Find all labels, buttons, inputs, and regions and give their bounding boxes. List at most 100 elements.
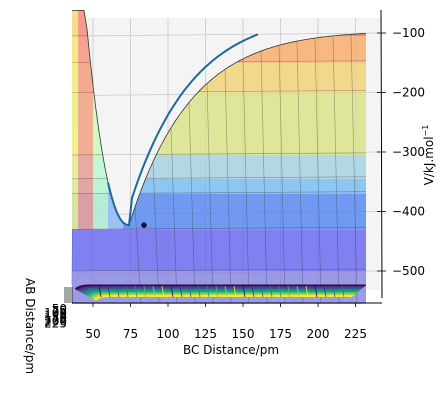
- wireframe-line: [278, 45, 286, 304]
- contour-tick: [197, 285, 201, 298]
- x-tick-label: 50: [85, 327, 100, 341]
- z-tick-label: −400: [392, 205, 425, 219]
- wireframe-line: [152, 161, 160, 304]
- x-tick-label: 175: [269, 327, 292, 341]
- contour-tick: [152, 285, 156, 298]
- contour-line: [90, 293, 356, 299]
- y-tick-label: 225: [44, 317, 67, 331]
- contour-tick: [251, 285, 255, 298]
- contour-tick: [341, 285, 345, 298]
- contour-tick: [206, 285, 210, 298]
- contour-tick: [98, 285, 102, 298]
- x-tick-label: 225: [344, 327, 367, 341]
- contour-tick: [107, 285, 111, 298]
- x-axis-ticks: 50 75 100 125 150 175 200 225: [85, 303, 367, 341]
- contour-line: [78, 286, 364, 292]
- contour-line: [89, 292, 357, 298]
- z-axis-line: [380, 9, 383, 299]
- grid-line-z: [74, 32, 381, 37]
- wireframe-line: [332, 35, 340, 304]
- level-boundary-line: [72, 268, 366, 272]
- y-tick-label: 50: [52, 302, 67, 316]
- x-tick-label: 150: [232, 327, 255, 341]
- contour-line: [74, 284, 366, 290]
- contour-tick: [323, 285, 327, 298]
- surface-wall-band: [72, 10, 78, 230]
- surface-band: [72, 229, 366, 271]
- contour-line: [84, 290, 360, 295]
- contour-line: [80, 287, 363, 293]
- contour-line: [86, 291, 359, 296]
- y-tick-label: 100: [44, 306, 67, 320]
- contour-line: [79, 287, 363, 292]
- contour-line: [88, 292, 357, 297]
- contour-tick: [242, 285, 246, 298]
- wireframe-line: [350, 34, 358, 304]
- contour-tick: [125, 285, 129, 298]
- x-tick-label: 125: [194, 327, 217, 341]
- y-tick-label: 150: [44, 310, 67, 324]
- contour-line: [77, 286, 365, 291]
- contour-tick: [269, 285, 273, 298]
- level-boundary-line: [72, 7, 366, 9]
- reaction-valley-curve: [107, 33, 259, 227]
- contour-line: [76, 285, 365, 291]
- level-boundary-line: [72, 227, 366, 230]
- minimum-energy-point: [141, 222, 147, 228]
- z-tick-label: −200: [392, 86, 425, 100]
- contour-tick: [314, 285, 318, 298]
- z-axis-label: V/kJ.mol−1: [421, 125, 436, 186]
- contour-line: [92, 294, 354, 300]
- contour-tick: [188, 285, 192, 298]
- contour-tick: [260, 285, 264, 298]
- wireframe-line: [314, 38, 322, 304]
- contour-tick: [224, 285, 228, 298]
- contour-tick: [170, 285, 174, 298]
- wireframe-line: [170, 127, 178, 304]
- contour-line: [89, 293, 356, 298]
- contour-line: [82, 289, 361, 294]
- y-tick-label: 200: [44, 315, 67, 329]
- floor-contour-lines: [74, 284, 366, 301]
- surface-band: [72, 178, 366, 194]
- contour-tick: [287, 285, 291, 298]
- x-tick-label: 200: [307, 327, 330, 341]
- y-tick-label: 175: [44, 313, 67, 327]
- contour-tick: [116, 285, 120, 298]
- x-tick-label: 75: [123, 327, 138, 341]
- wireframe-line: [206, 83, 214, 304]
- z-axis-label-text: V/kJ.mol: [422, 136, 436, 185]
- wireframe-line: [242, 58, 250, 304]
- z-axis: −100 −200 −300 −400 −500 V/kJ.mol−1: [377, 9, 436, 299]
- surface-wall-band: [78, 10, 93, 230]
- wireframe-line: [296, 41, 304, 304]
- contour-line: [83, 289, 360, 295]
- contour-tick: [233, 285, 237, 298]
- contour-line: [87, 291, 358, 297]
- contour-tick: [143, 285, 147, 298]
- y-tick-label: 75: [52, 304, 67, 318]
- contour-line: [91, 294, 355, 299]
- contour-tick: [332, 285, 336, 298]
- wireframe-line: [188, 102, 196, 304]
- contour-tick: [215, 285, 219, 298]
- contour-tick: [278, 285, 282, 298]
- contour-tick: [179, 285, 183, 298]
- contour-line: [93, 295, 354, 300]
- z-tick-label: −300: [392, 145, 425, 159]
- z-tick-label: −500: [392, 264, 425, 278]
- y-tick-label: 125: [44, 308, 67, 322]
- x-axis: 50 75 100 125 150 175 200 225 BC Distance/pm: [72, 302, 382, 357]
- x-axis-label: BC Distance/pm: [183, 343, 279, 357]
- y-axis-label: AB Distance/pm: [23, 278, 37, 374]
- x-tick-label: 100: [157, 327, 180, 341]
- z-axis-label-exponent: −1: [421, 125, 430, 137]
- wireframe-line: [260, 51, 268, 304]
- contour-tick: [296, 285, 300, 298]
- contour-line: [81, 288, 362, 294]
- z-axis-ticks: −100 −200 −300 −400 −500: [377, 26, 425, 278]
- z-tick-label: −100: [392, 26, 425, 40]
- wireframe-line: [224, 69, 232, 304]
